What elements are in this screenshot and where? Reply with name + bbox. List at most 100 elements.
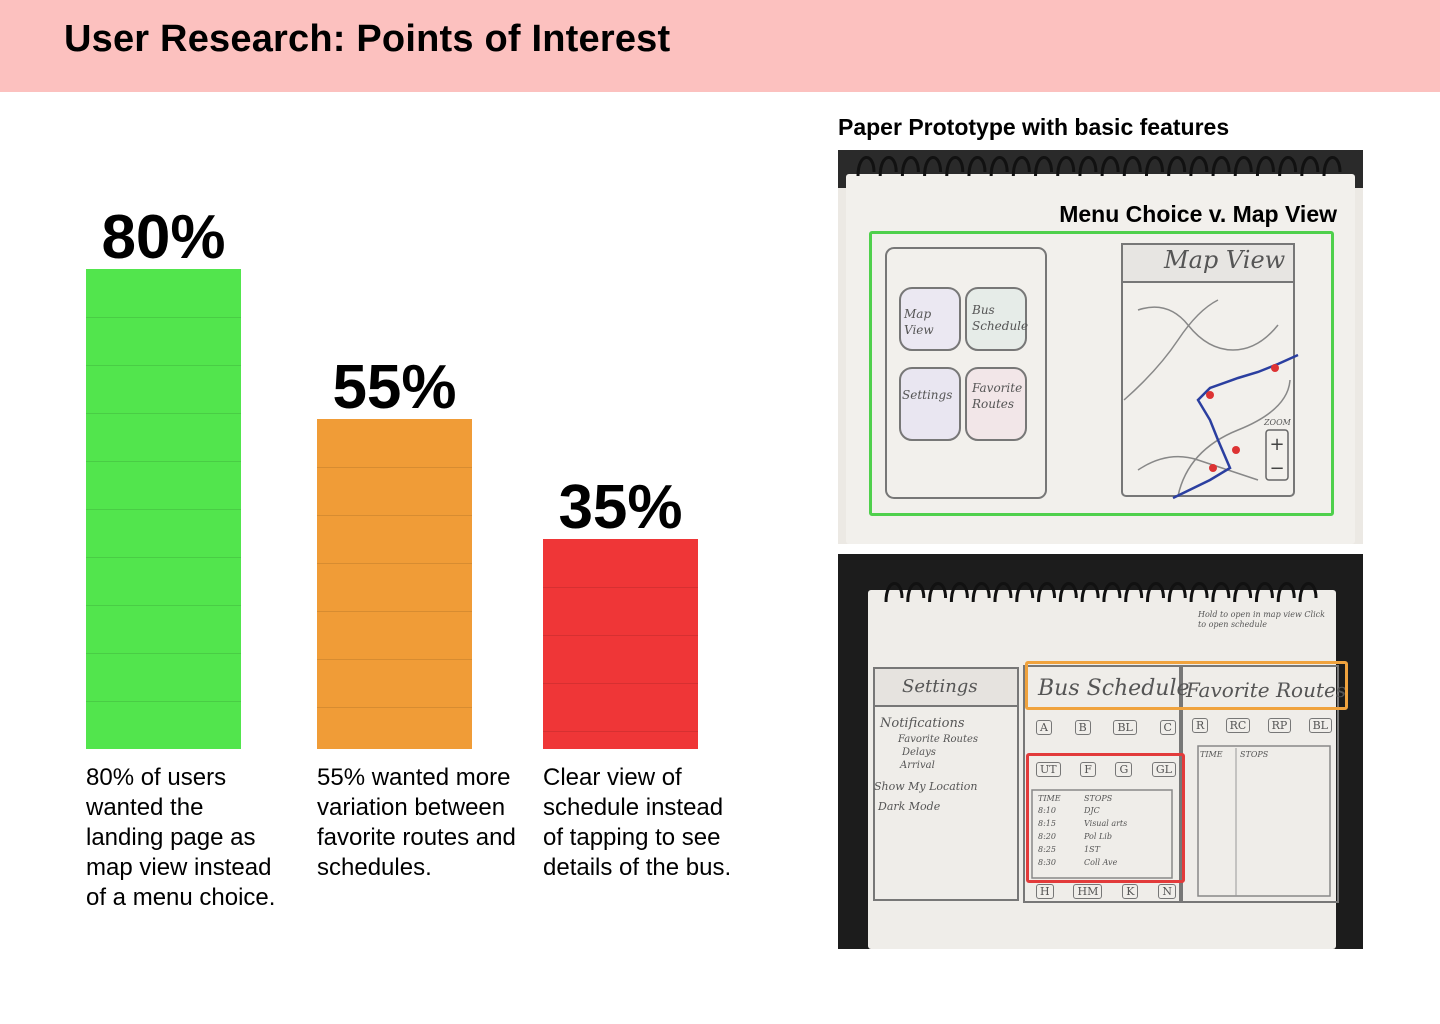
bar-gridline xyxy=(543,587,698,588)
bar-chart: 80% 80% of users wanted the landing page … xyxy=(0,92,820,1024)
notebook-ring xyxy=(1034,156,1054,177)
notebook-ring xyxy=(856,156,876,177)
bar-gridline xyxy=(86,317,241,318)
notebook-ring xyxy=(1189,582,1209,603)
sketch-route-chip: A xyxy=(1036,720,1052,735)
bar-gridline xyxy=(317,563,472,564)
bar-gridline xyxy=(317,515,472,516)
bar-value-label-1: 80% xyxy=(101,203,226,272)
sketch-schedule-stop: 1ST xyxy=(1084,845,1100,854)
sketch-map-view-title: Map View xyxy=(1164,246,1286,274)
bar-gridline xyxy=(86,461,241,462)
sketch-favorite-routes-item: Favorite Routes xyxy=(898,734,979,745)
notebook-ring xyxy=(1276,582,1296,603)
sketch-route-chip: GL xyxy=(1151,762,1176,777)
notebook-ring xyxy=(993,582,1013,603)
sketch-route-chip: B xyxy=(1074,720,1091,735)
notebook-ring xyxy=(1189,156,1209,177)
bar-gridline xyxy=(317,611,472,612)
sketch-route-chip: N xyxy=(1158,884,1176,899)
sketch-schedule-stop: Visual arts xyxy=(1084,819,1128,828)
bar-gridline xyxy=(86,653,241,654)
notebook-ring xyxy=(1056,156,1076,177)
notebook-ring xyxy=(1322,156,1342,177)
sketch-arrival: Arrival xyxy=(900,760,935,771)
sketch-schedule-row: 8:25 1ST xyxy=(1038,843,1168,856)
bar-3 xyxy=(543,539,698,749)
sketch-route-chip: K xyxy=(1122,884,1139,899)
sketch-favorite-routes-button: Favorite Routes xyxy=(972,381,1023,411)
sketch-stops-col: STOPS xyxy=(1084,794,1113,803)
sketch-route-chip: C xyxy=(1159,720,1176,735)
bar-gridline xyxy=(317,467,472,468)
notebook-ring xyxy=(967,156,987,177)
notebook-ring xyxy=(989,156,1009,177)
sketch-route-row-b: UT F G GL xyxy=(1036,762,1176,777)
notebook-ring xyxy=(1233,582,1253,603)
notebook-ring xyxy=(1255,156,1275,177)
sketch-favorite-routes-header: Favorite Routes xyxy=(1186,678,1347,702)
bar-description-1: 80% of users wanted the landing page as … xyxy=(86,764,276,911)
notebook-ring xyxy=(1167,582,1187,603)
bar-gridline xyxy=(543,731,698,732)
sketch-route-chip: UT xyxy=(1036,762,1061,777)
sketch-schedule-stop: DJC xyxy=(1084,806,1100,815)
sketch-schedule-time: 8:30 xyxy=(1038,858,1056,867)
svg-text:+: + xyxy=(1269,434,1284,455)
notebook-ring xyxy=(945,156,965,177)
bar-description-3: Clear view of schedule instead of tappin… xyxy=(543,764,732,881)
bar-value-label-3: 35% xyxy=(558,473,683,542)
sketch-route-chip: HM xyxy=(1073,884,1103,899)
sketch-dark-mode: Dark Mode xyxy=(878,800,941,813)
schedule-highlight xyxy=(1026,753,1185,883)
notebook-ring xyxy=(1011,156,1031,177)
sketch-settings-button: Settings xyxy=(902,388,953,402)
notebook-ring xyxy=(1122,156,1142,177)
notebook-ring xyxy=(1037,582,1057,603)
sketch-route-chip: BL xyxy=(1113,720,1137,735)
bar-gridline xyxy=(86,557,241,558)
notebook-ring xyxy=(1167,156,1187,177)
bar-gridline xyxy=(86,365,241,366)
bar-gridline xyxy=(86,701,241,702)
sketch-delays: Delays xyxy=(902,747,936,758)
svg-text:−: − xyxy=(1269,458,1284,479)
page-title: User Research: Points of Interest xyxy=(64,18,671,60)
notebook-ring xyxy=(878,156,898,177)
sketch-map-view-button: Map View xyxy=(904,307,934,337)
notebook-ring xyxy=(1078,156,1098,177)
bar-gridline xyxy=(86,509,241,510)
sketch-schedule-time: 8:20 xyxy=(1038,832,1056,841)
sketch-schedule-time: 8:15 xyxy=(1038,819,1056,828)
sketch-schedule-row: 8:10 DJC xyxy=(1038,804,1168,817)
sketch-route-chip: RC xyxy=(1225,718,1251,733)
notebook-ring xyxy=(1254,582,1274,603)
notebook-ring xyxy=(1102,582,1122,603)
sketch-note: Hold to open in map view Click to open s… xyxy=(1198,610,1325,629)
notebook-ring xyxy=(923,156,943,177)
notebook-ring xyxy=(1211,156,1231,177)
sketch-schedule-row: 8:20 Pol Lib xyxy=(1038,830,1168,843)
notebook-sketch-1: + − xyxy=(838,150,1363,544)
bar-gridline xyxy=(317,707,472,708)
prototype-caption: Paper Prototype with basic features xyxy=(838,114,1230,140)
sketch-route-row-fav: R RC RP BL xyxy=(1192,718,1332,733)
notebook-ring xyxy=(1278,156,1298,177)
sketch-zoom-label: ZOOM xyxy=(1264,418,1291,427)
paper-prototype-photo-menu-map: + − Map View Map View Bus Schedule Setti… xyxy=(838,150,1363,544)
sketch-show-location: Show My Location xyxy=(874,780,978,793)
menu-map-highlight xyxy=(869,231,1334,516)
sketch-schedule-stop: Pol Lib xyxy=(1084,832,1112,841)
sketch-settings-header: Settings xyxy=(902,676,978,697)
notebook-ring xyxy=(1145,582,1165,603)
notebook-ring xyxy=(1211,582,1231,603)
bar-description-2: 55% wanted more variation between favori… xyxy=(317,764,516,881)
sketch-schedule-row: 8:30 Coll Ave xyxy=(1038,856,1168,869)
notebook-ring xyxy=(928,582,948,603)
sketch-schedule-rows: 8:10 DJC 8:15 Visual arts 8:20 Pol Lib 8:25 1ST… xyxy=(1038,804,1168,869)
sketch-route-row-c: H HM K N xyxy=(1036,884,1176,899)
notebook-ring xyxy=(1233,156,1253,177)
notebook-ring xyxy=(1100,156,1120,177)
bar-gridline xyxy=(86,413,241,414)
bar-value-label-2: 55% xyxy=(332,353,457,422)
